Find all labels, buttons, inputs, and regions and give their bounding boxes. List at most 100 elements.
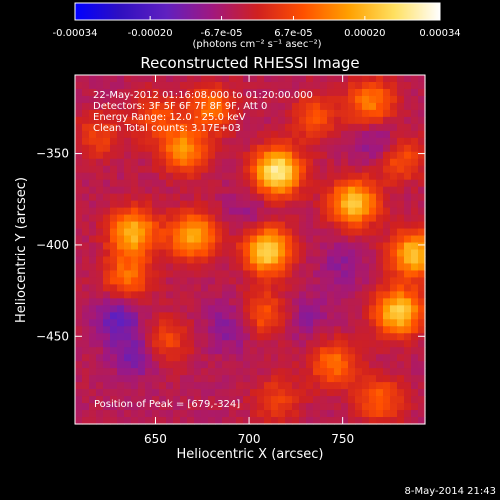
heatmap-cell bbox=[397, 305, 405, 313]
heatmap-cell bbox=[236, 312, 244, 320]
heatmap-cell bbox=[208, 361, 216, 369]
heatmap-cell bbox=[201, 144, 209, 153]
heatmap-cell bbox=[166, 221, 174, 230]
heatmap-cell bbox=[348, 284, 356, 292]
heatmap-cell bbox=[320, 228, 328, 237]
heatmap-cell bbox=[411, 319, 419, 327]
heatmap-cell bbox=[145, 298, 153, 306]
heatmap-cell bbox=[355, 228, 363, 237]
heatmap-cell bbox=[180, 221, 188, 230]
heatmap-cell bbox=[285, 326, 293, 334]
heatmap-cell bbox=[89, 403, 97, 411]
heatmap-cell bbox=[201, 389, 209, 397]
heatmap-cell bbox=[306, 88, 314, 97]
heatmap-cell bbox=[166, 179, 174, 188]
heatmap-cell bbox=[187, 165, 195, 174]
heatmap-cell bbox=[306, 403, 314, 411]
heatmap-cell bbox=[418, 200, 426, 209]
heatmap-cell bbox=[166, 319, 174, 327]
heatmap-cell bbox=[103, 263, 111, 272]
heatmap-cell bbox=[383, 368, 391, 376]
heatmap-cell bbox=[285, 207, 293, 216]
heatmap-cell bbox=[348, 361, 356, 369]
heatmap-cell bbox=[320, 235, 328, 244]
heatmap-cell bbox=[131, 249, 139, 258]
y-tick-label: −400 bbox=[36, 238, 69, 252]
heatmap-cell bbox=[250, 319, 258, 327]
heatmap-cell bbox=[418, 207, 426, 216]
heatmap-cell bbox=[397, 417, 405, 425]
heatmap-cell bbox=[362, 207, 370, 216]
heatmap-cell bbox=[173, 116, 181, 125]
heatmap-cell bbox=[243, 333, 251, 341]
heatmap-cell bbox=[124, 158, 132, 167]
heatmap-cell bbox=[404, 228, 412, 237]
heatmap-cell bbox=[292, 270, 300, 279]
heatmap-cell bbox=[313, 214, 321, 223]
heatmap-cell bbox=[292, 284, 300, 292]
heatmap-cell bbox=[117, 130, 125, 139]
heatmap-cell bbox=[152, 319, 160, 327]
heatmap-cell bbox=[194, 319, 202, 327]
heatmap-cell bbox=[89, 200, 97, 209]
heatmap-cell bbox=[264, 151, 272, 160]
heatmap-cell bbox=[320, 403, 328, 411]
heatmap-cell bbox=[257, 403, 265, 411]
heatmap-cell bbox=[152, 368, 160, 376]
peak-position-label: Position of Peak = [679,-324] bbox=[94, 399, 240, 410]
heatmap-cell bbox=[110, 277, 118, 285]
heatmap-cell bbox=[152, 305, 160, 313]
heatmap-cell bbox=[327, 298, 335, 306]
heatmap-cell bbox=[222, 151, 230, 160]
heatmap-cell bbox=[250, 228, 258, 237]
heatmap-cell bbox=[383, 256, 391, 265]
heatmap-cell bbox=[117, 403, 125, 411]
heatmap-cell bbox=[355, 270, 363, 279]
heatmap-cell bbox=[131, 81, 139, 90]
heatmap-cell bbox=[173, 417, 181, 425]
heatmap-cell bbox=[103, 75, 111, 83]
heatmap-cell bbox=[348, 403, 356, 411]
heatmap-cell bbox=[166, 109, 174, 118]
heatmap-cell bbox=[166, 172, 174, 181]
heatmap-cell bbox=[418, 151, 426, 160]
heatmap-cell bbox=[306, 109, 314, 118]
heatmap-cell bbox=[229, 382, 237, 390]
heatmap-cell bbox=[152, 396, 160, 404]
heatmap-cell bbox=[383, 417, 391, 425]
heatmap-cell bbox=[187, 102, 195, 111]
heatmap-cell bbox=[306, 382, 314, 390]
heatmap-cell bbox=[236, 144, 244, 153]
heatmap-cell bbox=[411, 186, 419, 195]
heatmap-cell bbox=[320, 382, 328, 390]
heatmap-cell bbox=[138, 158, 146, 167]
heatmap-cell bbox=[229, 319, 237, 327]
heatmap-cell bbox=[222, 354, 230, 362]
heatmap-cell bbox=[117, 75, 125, 83]
heatmap-cell bbox=[229, 291, 237, 299]
colorbar-tick-label: 0.00034 bbox=[419, 28, 460, 39]
heatmap-cell bbox=[257, 123, 265, 132]
heatmap-cell bbox=[362, 298, 370, 306]
heatmap-cell bbox=[250, 88, 258, 97]
heatmap-cell bbox=[341, 382, 349, 390]
heatmap-cell bbox=[222, 75, 230, 83]
heatmap-cell bbox=[208, 228, 216, 237]
heatmap-cell bbox=[180, 410, 188, 418]
heatmap-cell bbox=[159, 354, 167, 362]
heatmap-cell bbox=[334, 354, 342, 362]
heatmap-cell bbox=[229, 249, 237, 258]
heatmap-cell bbox=[264, 361, 272, 369]
heatmap-cell bbox=[117, 389, 125, 397]
heatmap-cell bbox=[257, 305, 265, 313]
heatmap-cell bbox=[145, 109, 153, 118]
heatmap-cell bbox=[404, 123, 412, 132]
heatmap-cell bbox=[411, 165, 419, 174]
heatmap-cell bbox=[390, 144, 398, 153]
heatmap-cell bbox=[236, 158, 244, 167]
heatmap-cell bbox=[222, 326, 230, 334]
heatmap-cell bbox=[390, 396, 398, 404]
heatmap-cell bbox=[187, 186, 195, 195]
heatmap-cell bbox=[166, 340, 174, 348]
heatmap-cell bbox=[124, 368, 132, 376]
